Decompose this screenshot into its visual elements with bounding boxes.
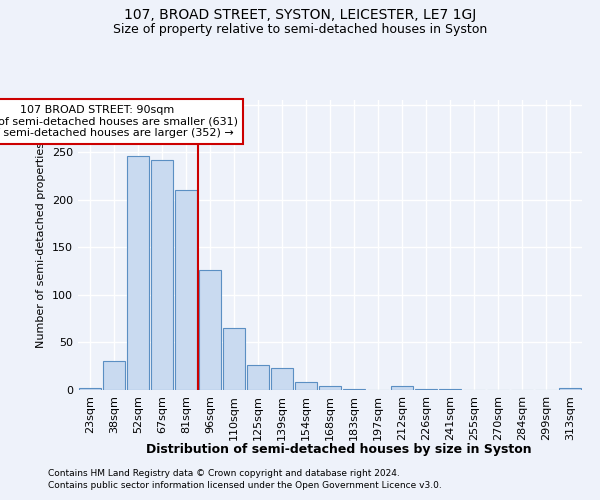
Bar	[103, 360, 125, 390]
Bar	[127, 156, 149, 390]
Bar	[271, 368, 293, 390]
Bar	[319, 386, 341, 390]
Bar	[343, 389, 365, 390]
Bar	[439, 389, 461, 390]
Text: 107, BROAD STREET, SYSTON, LEICESTER, LE7 1GJ: 107, BROAD STREET, SYSTON, LEICESTER, LE…	[124, 8, 476, 22]
Bar	[247, 366, 269, 390]
Text: Contains HM Land Registry data © Crown copyright and database right 2024.: Contains HM Land Registry data © Crown c…	[48, 468, 400, 477]
Y-axis label: Number of semi-detached properties: Number of semi-detached properties	[37, 142, 46, 348]
Bar	[559, 388, 581, 390]
Text: Contains public sector information licensed under the Open Government Licence v3: Contains public sector information licen…	[48, 481, 442, 490]
Bar	[295, 382, 317, 390]
Bar	[151, 160, 173, 390]
Bar	[391, 386, 413, 390]
Bar	[223, 328, 245, 390]
Text: Distribution of semi-detached houses by size in Syston: Distribution of semi-detached houses by …	[146, 442, 532, 456]
Bar	[415, 389, 437, 390]
Text: Size of property relative to semi-detached houses in Syston: Size of property relative to semi-detach…	[113, 22, 487, 36]
Bar	[199, 270, 221, 390]
Bar	[175, 190, 197, 390]
Text: 107 BROAD STREET: 90sqm
← 64% of semi-detached houses are smaller (631)
36% of s: 107 BROAD STREET: 90sqm ← 64% of semi-de…	[0, 105, 238, 138]
Bar	[79, 388, 101, 390]
